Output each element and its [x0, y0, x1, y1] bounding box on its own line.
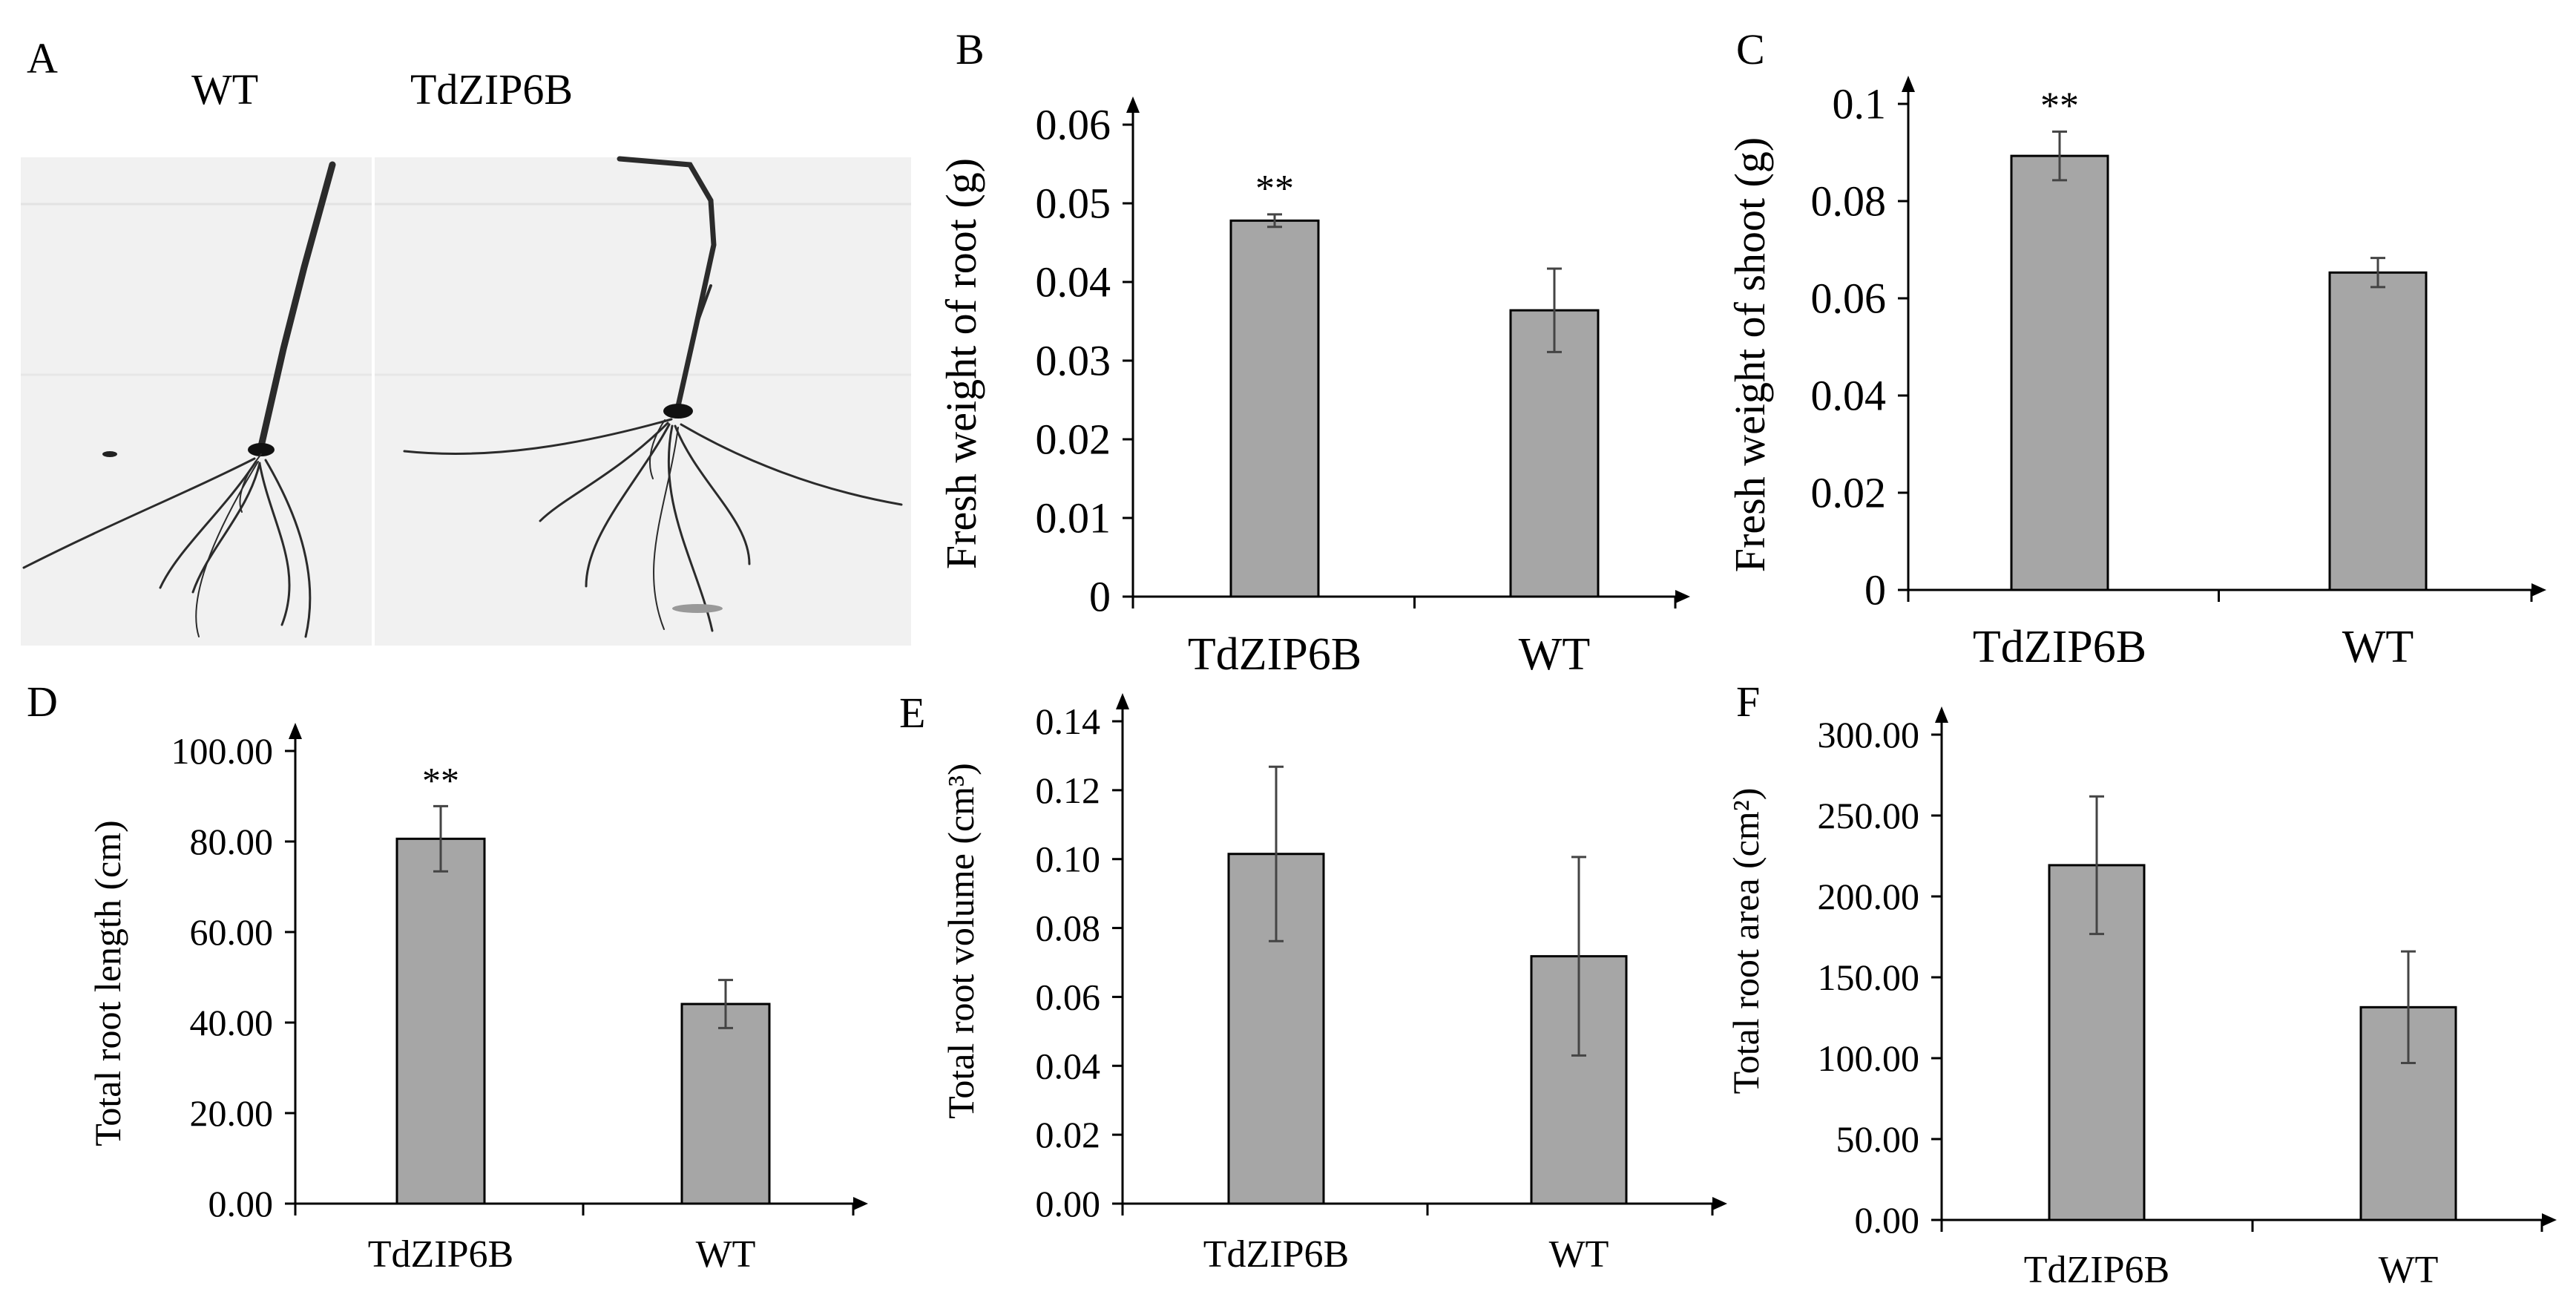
wt-seedling	[22, 161, 336, 638]
chart-e-ylabel: Total root volume (cm³)	[940, 763, 982, 1118]
chart-b-y-tick-label: 0.05	[1036, 180, 1111, 228]
chart-c-y-tick-label: 0.1	[1833, 80, 1887, 128]
chart-d-bar	[395, 837, 486, 1205]
chart-e-category-label: WT	[1549, 1233, 1609, 1276]
chart-d-y-tick-label: 0.00	[208, 1183, 274, 1224]
chart-e-y-tick-label: 0.02	[1036, 1114, 1101, 1155]
chart-f-y-tick-label: 200.00	[1818, 876, 1920, 917]
chart-c-y-tick-label: 0.02	[1811, 469, 1887, 517]
chart-d-x-axis-arrow	[853, 1197, 868, 1210]
chart-c-y-axis-arrow	[1902, 76, 1915, 92]
chart-e-category-label: TdZIP6B	[1203, 1233, 1349, 1276]
chart-f: F 0.00 50.00 100.00 150.00 200.00 250.00 300.0…	[1725, 678, 2557, 1291]
chart-d-y-tick-label: 60.00	[190, 911, 274, 953]
chart-b: B 0 0.01 0.02 0.03 0.04 0.05 0.06 TdZIP6B ** WT F…	[937, 25, 1690, 680]
panel-a-label-wt: WT	[191, 65, 258, 114]
panel-f-letter: F	[1736, 678, 1760, 726]
chart-c-significance-label: **	[2040, 85, 2079, 127]
chart-b-ylabel: Fresh weight of root (g)	[937, 158, 985, 569]
chart-f-y-axis-arrow	[1935, 706, 1948, 723]
chart-c-category-label: TdZIP6B	[1973, 622, 2146, 672]
tdzip6b-seedling	[403, 156, 903, 632]
chart-e-y-tick-label: 0.08	[1036, 908, 1101, 949]
chart-c-bar	[2010, 154, 2109, 591]
chart-b-significance-label: **	[1255, 168, 1294, 210]
chart-c-y-tick-label: 0.06	[1811, 275, 1887, 323]
panel-a-letter: A	[27, 34, 58, 82]
chart-b-x-axis-arrow	[1675, 590, 1690, 603]
chart-e-y-tick-label: 0.04	[1036, 1045, 1101, 1086]
panel-c-letter: C	[1736, 25, 1765, 73]
chart-e-y-tick-label: 0.10	[1036, 839, 1101, 880]
chart-b-y-tick-label: 0.03	[1036, 337, 1111, 385]
chart-b-y-tick-label: 0.02	[1036, 416, 1111, 464]
chart-e: E 0.00 0.02 0.04 0.06 0.08 0.10 0.12 0.14 TdZIP6…	[899, 689, 1727, 1276]
chart-c-category-label: WT	[2342, 622, 2414, 672]
chart-c-y-tick-label: 0.04	[1811, 372, 1887, 420]
chart-c-ylabel: Fresh weight of shoot (g)	[1726, 137, 1774, 572]
chart-f-x-axis-arrow	[2542, 1213, 2557, 1227]
chart-c: C 0 0.02 0.04 0.06 0.08 0.1 TdZIP6B ** WT Fresh …	[1726, 25, 2546, 672]
chart-e-y-tick-label: 0.14	[1036, 701, 1101, 742]
panel-b-letter: B	[956, 25, 985, 73]
panel-e-letter: E	[899, 689, 925, 737]
chart-b-y-axis-arrow	[1126, 96, 1140, 113]
chart-d-category-label: TdZIP6B	[368, 1233, 513, 1276]
panel-d-letter: D	[27, 678, 58, 726]
seedling-photo	[21, 156, 911, 646]
chart-b-y-tick-label: 0.01	[1036, 494, 1111, 542]
chart-c-bar	[2328, 271, 2428, 591]
chart-b-y-tick-label: 0	[1089, 573, 1111, 621]
chart-b-category-label: TdZIP6B	[1188, 629, 1361, 680]
chart-e-y-tick-label: 0.00	[1036, 1183, 1101, 1224]
chart-d-category-label: WT	[696, 1233, 756, 1276]
chart-d-bar	[680, 1003, 771, 1205]
chart-b-bar	[1229, 219, 1320, 598]
chart-c-y-tick-label: 0.08	[1811, 177, 1887, 226]
chart-d-significance-label: **	[422, 759, 459, 801]
chart-c-x-axis-arrow	[2531, 583, 2546, 597]
chart-f-category-label: WT	[2379, 1249, 2439, 1291]
chart-e-y-tick-label: 0.12	[1036, 770, 1101, 811]
chart-b-y-tick-label: 0.06	[1036, 101, 1111, 149]
chart-f-y-tick-label: 250.00	[1818, 795, 1920, 836]
chart-f-ylabel: Total root area (cm²)	[1725, 788, 1767, 1095]
chart-f-y-tick-label: 150.00	[1818, 957, 1920, 998]
chart-e-y-tick-label: 0.06	[1036, 976, 1101, 1017]
chart-d-y-axis-arrow	[289, 723, 302, 739]
chart-f-y-tick-label: 100.00	[1818, 1037, 1920, 1079]
chart-c-y-tick-label: 0	[1864, 566, 1886, 614]
chart-d: D 0.00 20.00 40.00 60.00 80.00 100.00 TdZIP6B *…	[27, 678, 868, 1276]
chart-d-y-tick-label: 80.00	[190, 821, 274, 862]
panel-a-label-tdzip6b: TdZIP6B	[410, 65, 573, 114]
chart-f-y-tick-label: 0.00	[1855, 1199, 1920, 1241]
chart-e-y-axis-arrow	[1116, 693, 1129, 709]
chart-f-y-tick-label: 300.00	[1818, 714, 1920, 755]
panel-a: A WT TdZIP6B	[21, 34, 911, 646]
chart-b-bar	[1509, 309, 1600, 598]
chart-d-ylabel: Total root length (cm)	[87, 820, 128, 1146]
chart-b-category-label: WT	[1519, 629, 1590, 680]
chart-d-y-tick-label: 100.00	[171, 730, 274, 772]
chart-d-y-tick-label: 40.00	[190, 1002, 274, 1043]
chart-e-x-axis-arrow	[1712, 1197, 1727, 1210]
chart-f-category-label: TdZIP6B	[2024, 1249, 2169, 1291]
chart-f-y-tick-label: 50.00	[1836, 1118, 1920, 1160]
chart-d-y-tick-label: 20.00	[190, 1092, 274, 1134]
chart-b-y-tick-label: 0.04	[1036, 258, 1111, 306]
